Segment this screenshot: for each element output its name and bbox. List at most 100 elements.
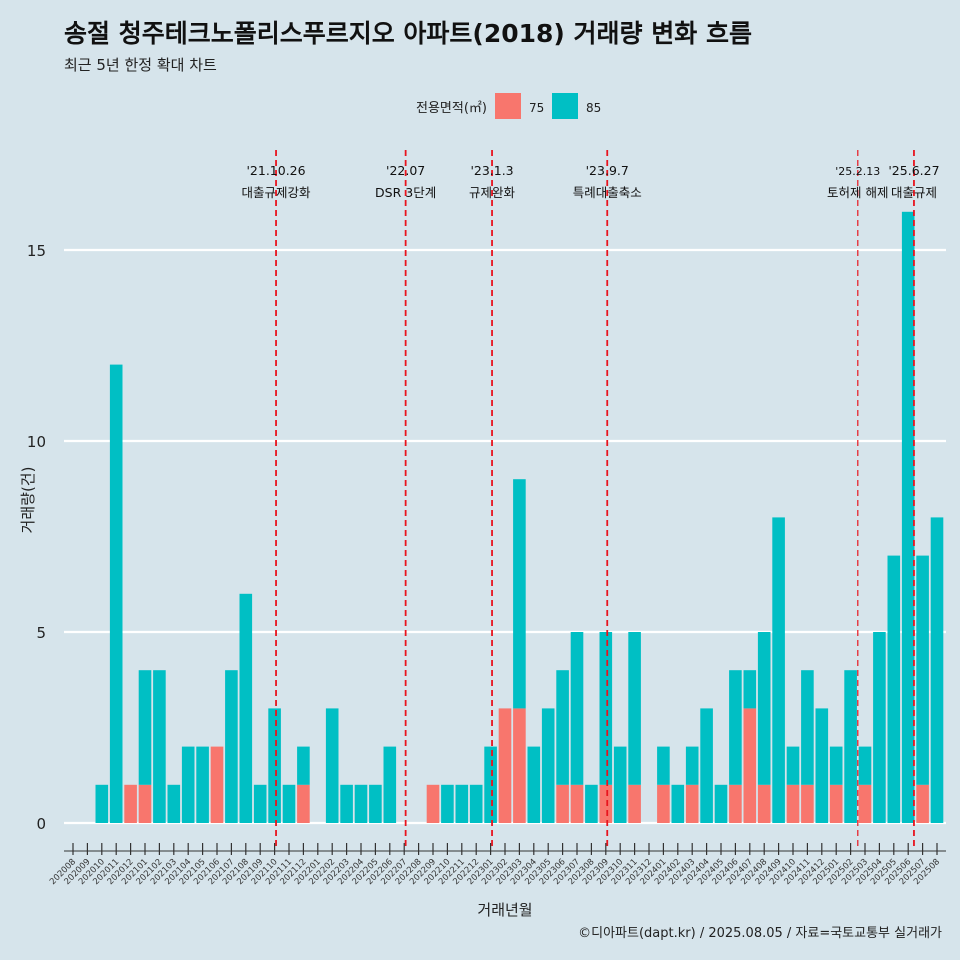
event-name-label: 토허제 해제 — [827, 185, 888, 200]
bar-75-202012 — [124, 784, 137, 823]
bar-85-202310 — [613, 746, 627, 823]
bar-75-202112 — [297, 784, 310, 823]
bar-85-202409 — [772, 517, 785, 823]
y-tick-label: 10 — [27, 433, 46, 451]
bar-75-202307 — [570, 784, 584, 823]
bar-85-202504 — [873, 632, 886, 823]
y-axis-title: 거래량(건) — [19, 467, 37, 534]
bar-85-202407 — [743, 670, 757, 709]
bar-85-202506 — [901, 211, 915, 824]
event-name-label: 대출규제 — [891, 185, 937, 200]
bar-85-202502 — [844, 670, 857, 823]
bar-75-202101 — [138, 784, 152, 823]
bar-85-202503 — [858, 746, 872, 785]
bar-85-202212 — [469, 784, 483, 823]
y-tick-label: 0 — [36, 815, 46, 833]
bar-85-202110 — [268, 708, 281, 823]
source-caption: ©디아파트(dapt.kr) / 2025.08.05 / 자료=국토교통부 실… — [578, 926, 942, 941]
legend-swatch-75 — [495, 93, 521, 119]
bar-75-202403 — [685, 784, 699, 823]
bar-75-202507 — [916, 784, 929, 823]
event-name-label: 대출규제강화 — [242, 185, 312, 200]
legend-swatch-85 — [552, 93, 578, 119]
bar-85-202404 — [700, 708, 713, 823]
bar-85-202210 — [441, 784, 454, 823]
bar-85-202408 — [757, 632, 771, 785]
event-date-label: '25.2.13 — [835, 165, 880, 178]
bar-85-202410 — [786, 746, 800, 785]
bar-85-202311 — [628, 632, 641, 785]
bar-85-202204 — [354, 784, 368, 823]
event-name-label: DSR 3단계 — [375, 185, 436, 200]
bar-75-202503 — [858, 784, 872, 823]
bar-85-202501 — [829, 746, 843, 785]
bar-85-202403 — [685, 746, 699, 785]
bar-85-202107 — [225, 670, 238, 823]
bar-75-202406 — [729, 784, 742, 823]
bar-85-202101 — [138, 670, 152, 785]
bar-75-202408 — [757, 784, 771, 823]
bar-85-202010 — [95, 784, 109, 823]
bar-75-202302 — [498, 708, 512, 823]
event-name-label: 규제완화 — [469, 185, 516, 200]
legend-label-85: 85 — [586, 101, 601, 115]
bar-75-202306 — [556, 784, 569, 823]
bar-75-202209 — [426, 784, 440, 823]
bar-85-202306 — [556, 670, 569, 785]
bar-75-202303 — [513, 708, 526, 823]
bar-75-202311 — [628, 784, 641, 823]
bar-85-202308 — [585, 784, 598, 823]
bar-85-202303 — [513, 479, 526, 709]
event-date-label: '23.9.7 — [586, 163, 629, 178]
bar-85-202304 — [527, 746, 541, 823]
bar-85-202203 — [340, 784, 353, 823]
bar-85-202202 — [325, 708, 339, 823]
legend: 전용면적(㎡) 75 85 — [416, 93, 601, 119]
bar-85-202206 — [383, 746, 397, 823]
bar-85-202108 — [239, 593, 253, 823]
bar-85-202301 — [484, 746, 497, 823]
legend-label-75: 75 — [529, 101, 544, 115]
bar-75-202309 — [599, 784, 613, 823]
event-layer: '21.10.26 대출규제강화 '22.07 DSR 3단계 '23.1.3 규제완화 '… — [242, 150, 940, 850]
event-date-label: '23.1.3 — [470, 163, 513, 178]
bar-85-202402 — [671, 784, 685, 823]
bar-85-202111 — [282, 784, 296, 823]
bar-85-202401 — [657, 746, 670, 785]
bar-85-202011 — [109, 364, 123, 823]
bar-85-202109 — [253, 784, 267, 823]
bar-85-202309 — [599, 632, 613, 785]
bar-85-202104 — [181, 746, 195, 823]
bar-85-202105 — [196, 746, 209, 823]
bar-85-202411 — [801, 670, 814, 785]
bar-layer — [95, 211, 944, 824]
bar-85-202112 — [297, 746, 310, 785]
y-tick-label: 15 — [27, 242, 46, 260]
bar-75-202401 — [657, 784, 670, 823]
bar-75-202407 — [743, 708, 757, 823]
event-date-label: '22.07 — [386, 163, 425, 178]
chart-title: 송절 청주테크노폴리스푸르지오 아파트(2018) 거래량 변화 흐름 — [64, 19, 752, 48]
bar-85-202305 — [541, 708, 555, 823]
event-name-label: 특례대출축소 — [573, 185, 642, 200]
bar-85-202103 — [167, 784, 181, 823]
event-date-label: '21.10.26 — [246, 163, 305, 178]
bar-85-202505 — [887, 555, 901, 823]
bar-75-202501 — [829, 784, 843, 823]
legend-title: 전용면적(㎡) — [416, 101, 487, 116]
x-axis-title: 거래년월 — [477, 901, 532, 919]
bar-85-202307 — [570, 632, 584, 785]
event-date-label: '25.6.27 — [888, 163, 939, 178]
x-axis: 2020082020092020102020112020122021012021… — [48, 843, 946, 887]
bar-85-202508 — [930, 517, 944, 823]
bar-85-202412 — [815, 708, 829, 823]
bar-75-202106 — [210, 746, 224, 823]
y-tick-label: 5 — [36, 624, 46, 642]
bar-85-202507 — [916, 555, 929, 785]
bar-85-202102 — [153, 670, 166, 823]
bar-75-202410 — [786, 784, 800, 823]
bar-75-202411 — [801, 784, 814, 823]
chart-subtitle: 최근 5년 한정 확대 차트 — [64, 56, 217, 74]
bar-85-202405 — [714, 784, 728, 823]
